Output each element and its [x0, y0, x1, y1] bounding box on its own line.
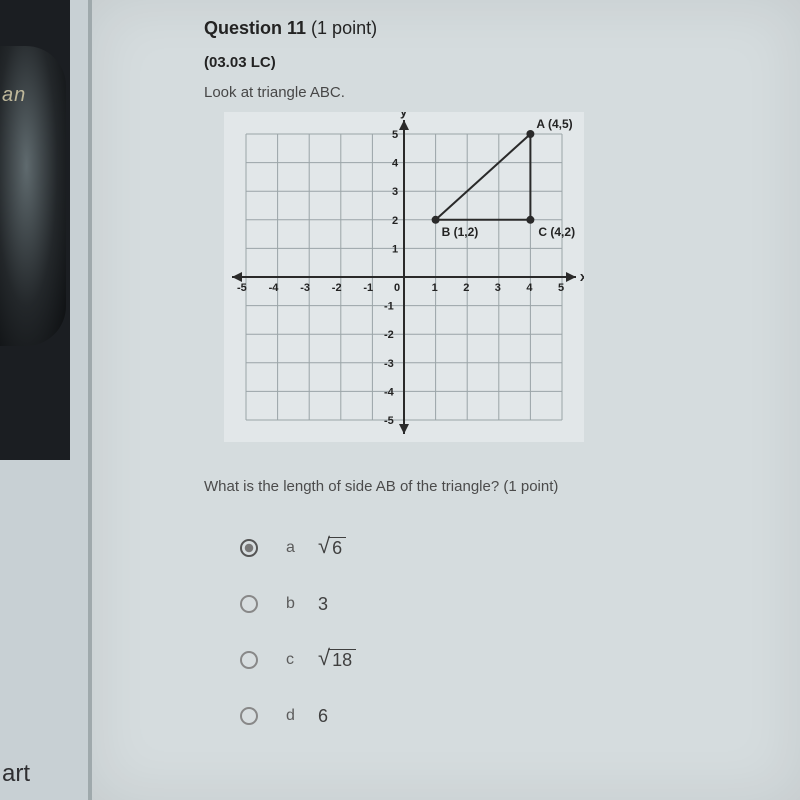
chart-svg: -5-4-3-2-1012345-5-4-3-2-112345xyA (4,5)… [224, 112, 584, 442]
svg-text:0: 0 [394, 282, 400, 294]
svg-text:-4: -4 [269, 282, 280, 294]
option-d[interactable]: d6 [240, 688, 356, 744]
question-title: Question 11 (1 point) [204, 18, 377, 39]
svg-text:-3: -3 [384, 358, 394, 370]
svg-text:5: 5 [558, 282, 564, 294]
svg-text:-1: -1 [363, 282, 373, 294]
option-value: 3 [318, 594, 328, 615]
question-title-suffix: (1 point) [311, 18, 377, 38]
svg-text:1: 1 [392, 243, 398, 255]
left-tag: an [2, 84, 26, 107]
question-prompt: What is the length of side AB of the tri… [204, 478, 558, 495]
svg-text:-1: -1 [384, 301, 394, 313]
option-value: √6 [318, 537, 346, 559]
option-b[interactable]: b3 [240, 576, 356, 632]
radio-b[interactable] [240, 595, 258, 613]
option-letter: c [286, 651, 318, 669]
svg-text:B (1,2): B (1,2) [442, 225, 479, 239]
svg-text:-4: -4 [384, 386, 395, 398]
svg-text:x: x [580, 269, 584, 284]
svg-text:4: 4 [526, 282, 533, 294]
option-letter: a [286, 539, 318, 557]
svg-text:2: 2 [463, 282, 469, 294]
option-letter: d [286, 707, 318, 725]
svg-text:A (4,5): A (4,5) [536, 117, 572, 131]
svg-text:3: 3 [392, 186, 398, 198]
option-letter: b [286, 595, 318, 613]
triangle-chart: -5-4-3-2-1012345-5-4-3-2-112345xyA (4,5)… [224, 112, 584, 442]
svg-text:2: 2 [392, 215, 398, 227]
svg-text:-2: -2 [384, 329, 394, 341]
question-look: Look at triangle ABC. [204, 84, 345, 101]
svg-text:-5: -5 [384, 415, 394, 427]
svg-text:y: y [400, 112, 408, 119]
worksheet-sheet: Question 11 (1 point) (03.03 LC) Look at… [88, 0, 800, 800]
left-photo-strip [0, 0, 70, 460]
option-value: √18 [318, 649, 356, 671]
svg-text:-5: -5 [237, 282, 247, 294]
option-a[interactable]: a√6 [240, 520, 356, 576]
option-c[interactable]: c√18 [240, 632, 356, 688]
art-label: art [2, 760, 30, 788]
answer-options: a√6b3c√18d6 [240, 520, 356, 744]
question-title-prefix: Question 11 [204, 18, 311, 38]
option-value: 6 [318, 706, 328, 727]
svg-text:-3: -3 [300, 282, 310, 294]
svg-text:3: 3 [495, 282, 501, 294]
svg-text:C (4,2): C (4,2) [538, 225, 575, 239]
radio-c[interactable] [240, 651, 258, 669]
svg-text:4: 4 [392, 158, 399, 170]
svg-text:1: 1 [432, 282, 438, 294]
question-code: (03.03 LC) [204, 54, 276, 71]
radio-a[interactable] [240, 539, 258, 557]
svg-text:5: 5 [392, 129, 398, 141]
svg-text:-2: -2 [332, 282, 342, 294]
radio-d[interactable] [240, 707, 258, 725]
